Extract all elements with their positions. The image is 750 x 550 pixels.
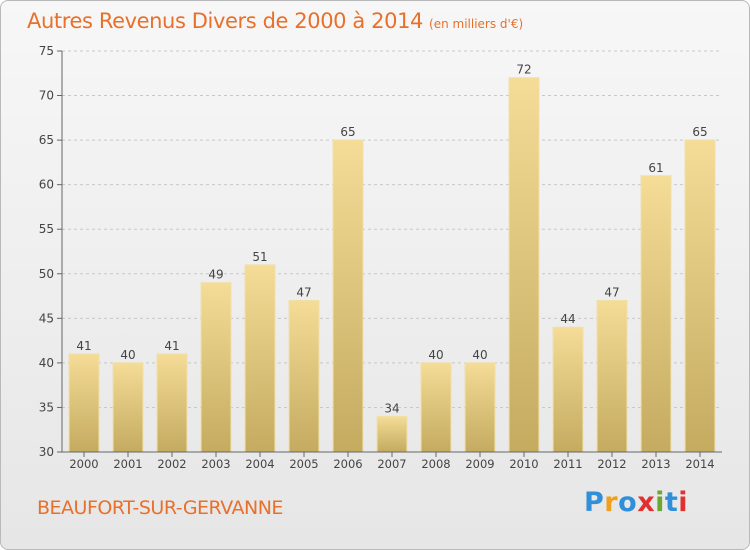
x-tick-label: 2005 xyxy=(289,457,318,471)
chart-unit: (en milliers d'€) xyxy=(429,17,524,31)
x-tick-label: 2010 xyxy=(509,457,538,471)
logo-letter: t xyxy=(664,487,679,518)
x-tick-label: 2013 xyxy=(641,457,670,471)
bars xyxy=(68,77,716,453)
proxiti-logo[interactable]: Proxiti xyxy=(584,487,688,518)
x-tick-label: 2003 xyxy=(201,457,230,471)
bar xyxy=(684,139,716,453)
x-tick-label: 2008 xyxy=(421,457,450,471)
y-tick-label: 65 xyxy=(39,133,54,147)
labels: 30 35 40 45 50 55 60 65 70 75 41 2000 40 2001 41 2002 49… xyxy=(39,44,715,471)
x-tick-label: 2007 xyxy=(377,457,406,471)
logo-letter: x xyxy=(637,487,656,518)
bar-value-label: 65 xyxy=(340,125,355,139)
chart-title: Autres Revenus Divers de 2000 à 2014 xyxy=(27,9,424,33)
bar-value-label: 40 xyxy=(120,348,135,362)
bar xyxy=(200,282,232,453)
bar xyxy=(112,362,144,453)
chart-title-block: Autres Revenus Divers de 2000 à 2014 (en … xyxy=(27,9,523,33)
bar xyxy=(332,139,364,453)
bar xyxy=(596,300,628,453)
bar-value-label: 41 xyxy=(76,339,91,353)
y-tick-label: 40 xyxy=(39,356,54,370)
bar xyxy=(552,326,584,453)
bar xyxy=(68,353,100,453)
bar-value-label: 65 xyxy=(692,125,707,139)
logo-letter: P xyxy=(584,487,605,518)
x-tick-label: 2001 xyxy=(113,457,142,471)
x-tick-label: 2006 xyxy=(333,457,362,471)
y-tick-label: 60 xyxy=(39,178,54,192)
bar xyxy=(464,362,496,453)
bar xyxy=(376,415,408,453)
bar-value-label: 47 xyxy=(296,286,311,300)
x-tick-label: 2009 xyxy=(465,457,494,471)
logo-letter: i xyxy=(678,487,689,518)
bar xyxy=(508,77,540,453)
bar xyxy=(288,300,320,453)
x-tick-label: 2012 xyxy=(597,457,626,471)
bar-value-label: 40 xyxy=(472,348,487,362)
bar xyxy=(420,362,452,453)
bar-value-label: 34 xyxy=(384,401,399,415)
bar-value-label: 51 xyxy=(252,250,267,264)
y-tick-label: 55 xyxy=(39,222,54,236)
bar-value-label: 61 xyxy=(648,161,663,175)
logo-letter: o xyxy=(618,487,638,518)
bar xyxy=(640,175,672,453)
logo-letter: i xyxy=(655,487,665,518)
x-tick-label: 2000 xyxy=(69,457,98,471)
x-tick-label: 2014 xyxy=(685,457,714,471)
y-tick-label: 35 xyxy=(39,400,54,414)
x-tick-label: 2011 xyxy=(553,457,582,471)
logo-letter: r xyxy=(604,487,619,518)
commune-name: BEAUFORT-SUR-GERVANNE xyxy=(37,497,283,519)
y-tick-label: 30 xyxy=(39,445,54,459)
bar-value-label: 49 xyxy=(208,268,223,282)
axes xyxy=(57,50,722,457)
bar-value-label: 72 xyxy=(516,63,531,77)
bar-value-label: 44 xyxy=(560,312,575,326)
bar xyxy=(156,353,188,453)
y-tick-label: 70 xyxy=(39,89,54,103)
bar xyxy=(244,264,276,453)
bar-value-label: 47 xyxy=(604,286,619,300)
y-tick-label: 50 xyxy=(39,267,54,281)
x-tick-label: 2004 xyxy=(245,457,274,471)
x-tick-label: 2002 xyxy=(157,457,186,471)
y-tick-label: 45 xyxy=(39,311,54,325)
bar-value-label: 41 xyxy=(164,339,179,353)
bar-value-label: 40 xyxy=(428,348,443,362)
y-tick-label: 75 xyxy=(39,44,54,58)
